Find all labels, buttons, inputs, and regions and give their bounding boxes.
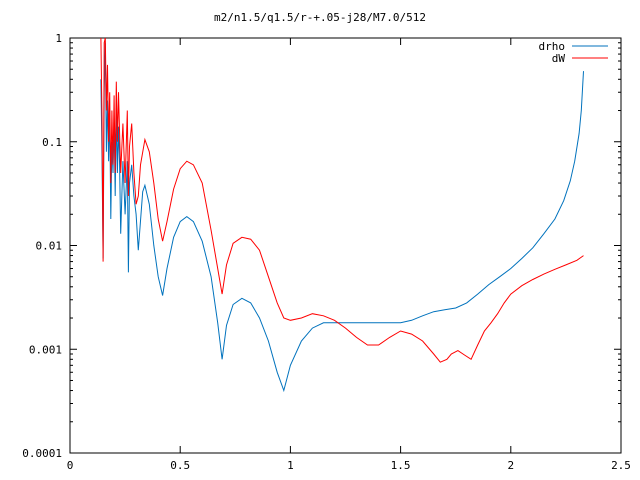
legend-label-dW: dW	[552, 52, 566, 65]
x-axis: 0 0.5 1 1.5 2 2.5	[67, 38, 631, 472]
y-tick-label: 0.0001	[22, 447, 62, 460]
x-tick-label: 0.5	[170, 459, 190, 472]
legend-label-drho: drho	[539, 40, 566, 53]
x-tick-label: 0	[67, 459, 74, 472]
x-tick-label: 1	[287, 459, 294, 472]
y-axis: 0.0001 0.001 0.01 0.1 1	[22, 32, 621, 460]
x-tick-label: 2	[507, 459, 514, 472]
y-tick-label: 0.1	[42, 136, 62, 149]
y-tick-label: 1	[55, 32, 62, 45]
series-line-drho	[100, 42, 584, 393]
y-tick-label: 0.01	[36, 240, 63, 253]
x-tick-label: 2.5	[611, 459, 631, 472]
series-line-dW	[100, 37, 584, 363]
plot-frame	[69, 37, 622, 454]
x-tick-label: 1.5	[391, 459, 411, 472]
y-tick-label: 0.001	[29, 343, 62, 356]
chart-title: m2/n1.5/q1.5/r-+.05-j28/M7.0/512	[214, 11, 426, 24]
series-layer	[100, 37, 584, 393]
